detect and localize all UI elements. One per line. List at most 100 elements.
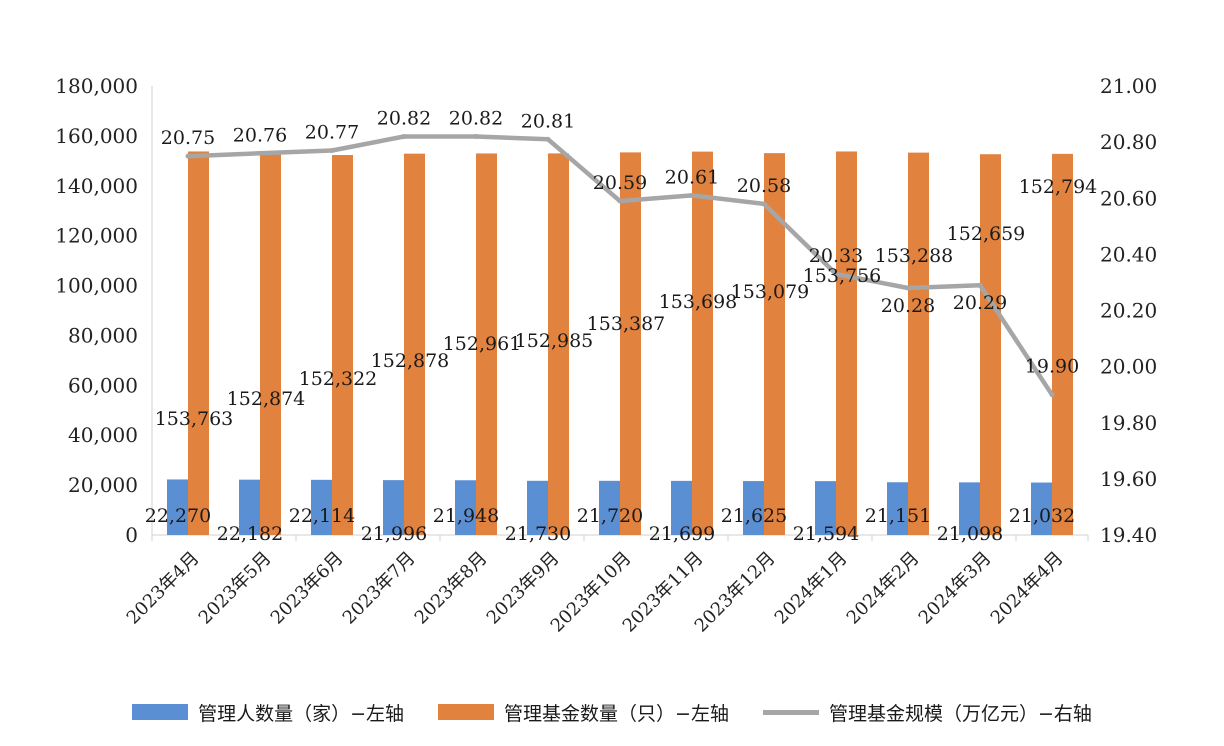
funds-value-label: 152,874 <box>227 388 306 410</box>
managers-value-label: 21,098 <box>937 523 1003 545</box>
legend-swatch-managers <box>132 704 189 720</box>
funds-value-label: 153,698 <box>659 291 738 313</box>
legend-label-managers: 管理人数量（家）−左轴 <box>198 702 405 725</box>
x-category-label: 2023年8月 <box>411 548 492 629</box>
scale-point <box>545 136 551 142</box>
funds-value-label: 152,878 <box>371 350 450 372</box>
scale-point <box>473 134 479 140</box>
y-left-tick-label: 40,000 <box>68 423 138 447</box>
x-category-label: 2024年2月 <box>843 548 924 629</box>
y-left-tick-label: 140,000 <box>55 174 138 198</box>
x-category-label: 2023年5月 <box>195 548 276 629</box>
scale-point <box>689 192 695 198</box>
scale-point <box>1049 392 1055 398</box>
y-left-tick-label: 120,000 <box>55 224 138 248</box>
scale-point <box>257 150 263 156</box>
scale-value-label: 20.76 <box>233 124 287 146</box>
y-left-tick-label: 20,000 <box>68 473 138 497</box>
scale-point <box>185 153 191 159</box>
managers-value-label: 21,699 <box>649 523 715 545</box>
scale-point <box>977 282 983 288</box>
scale-value-label: 19.90 <box>1025 356 1079 378</box>
bar-funds <box>620 152 641 535</box>
bar-funds <box>764 153 785 535</box>
y-left-tick-label: 100,000 <box>55 274 138 298</box>
legend-item-managers: 管理人数量（家）−左轴 <box>132 699 404 726</box>
legend-item-scale: 管理基金规模（万亿元）−右轴 <box>762 699 1092 726</box>
bar-managers <box>527 480 548 535</box>
bar-managers <box>887 482 908 535</box>
legend-item-funds: 管理基金数量（只）−左轴 <box>438 699 729 726</box>
scale-value-label: 20.29 <box>953 292 1007 314</box>
bar-funds <box>188 151 209 536</box>
bar-funds <box>1052 153 1073 535</box>
y-right-tick-label: 20.80 <box>1100 130 1157 154</box>
y-right-tick-label: 20.40 <box>1100 242 1157 266</box>
managers-value-label: 22,270 <box>145 505 211 527</box>
funds-value-label: 153,387 <box>587 313 666 335</box>
scale-value-label: 20.58 <box>737 175 791 197</box>
scale-point <box>905 285 911 291</box>
managers-value-label: 21,996 <box>361 523 427 545</box>
bar-managers <box>239 479 260 535</box>
bar-managers <box>455 480 476 535</box>
y-left-tick-label: 80,000 <box>68 323 138 347</box>
managers-value-label: 22,182 <box>217 523 283 545</box>
y-right-tick-label: 21.00 <box>1100 74 1157 98</box>
scale-value-label: 20.77 <box>305 122 359 144</box>
x-category-label: 2024年1月 <box>771 548 852 629</box>
y-left-tick-label: 160,000 <box>55 124 138 148</box>
x-category-label: 2023年7月 <box>339 548 420 629</box>
bar-funds <box>476 153 497 536</box>
scale-point <box>329 148 335 154</box>
funds-value-label: 152,794 <box>1019 176 1098 198</box>
funds-value-label: 152,322 <box>299 368 378 390</box>
bar-funds <box>332 155 353 535</box>
y-right-tick-label: 19.80 <box>1100 411 1157 435</box>
managers-value-label: 21,730 <box>505 523 571 545</box>
scale-point <box>401 134 407 140</box>
scale-value-label: 20.81 <box>521 110 575 132</box>
legend-label-funds: 管理基金数量（只）−左轴 <box>504 702 729 725</box>
funds-value-label: 153,756 <box>803 265 882 287</box>
y-right-tick-label: 20.00 <box>1100 355 1157 379</box>
y-left-tick-label: 0 <box>125 523 138 547</box>
bar-funds <box>404 153 425 535</box>
scale-point <box>617 198 623 204</box>
scale-value-label: 20.61 <box>665 166 719 188</box>
funds-value-label: 152,961 <box>443 333 522 355</box>
funds-value-label: 152,985 <box>515 330 594 352</box>
funds-value-label: 153,763 <box>155 408 234 430</box>
bar-funds <box>692 151 713 535</box>
bar-funds <box>908 152 929 536</box>
managers-value-label: 21,948 <box>433 505 499 527</box>
bar-managers <box>311 479 332 535</box>
bar-funds <box>260 153 281 535</box>
x-category-label: 2024年3月 <box>915 548 996 629</box>
bar-funds <box>980 154 1001 535</box>
bar-managers <box>743 481 764 535</box>
bar-managers <box>383 480 404 535</box>
scale-value-label: 20.33 <box>809 245 863 267</box>
y-right-tick-label: 20.60 <box>1100 186 1157 210</box>
y-left-tick-label: 180,000 <box>55 74 138 98</box>
y-right-tick-label: 19.40 <box>1100 523 1157 547</box>
y-right-tick-label: 19.60 <box>1100 467 1157 491</box>
legend-swatch-scale <box>762 709 819 715</box>
y-right-tick-label: 20.20 <box>1100 299 1157 323</box>
bar-funds <box>836 151 857 535</box>
managers-value-label: 21,720 <box>577 505 643 527</box>
bars <box>167 151 1073 536</box>
managers-value-label: 21,151 <box>865 505 931 527</box>
bar-managers <box>815 481 836 535</box>
funds-value-label: 152,659 <box>947 223 1026 245</box>
bar-managers <box>671 480 692 535</box>
x-category-label: 2023年6月 <box>267 548 348 629</box>
x-category-label: 2023年4月 <box>123 548 204 629</box>
scale-value-label: 20.75 <box>161 127 215 149</box>
scale-point <box>833 271 839 277</box>
data-labels: 22,270 22,182 22,114 21,996 21,948 21,730 21,7… <box>145 108 1098 545</box>
x-category-label: 2024年4月 <box>987 548 1068 629</box>
funds-value-label: 153,079 <box>731 281 810 303</box>
legend: 管理人数量（家）−左轴 管理基金数量（只）−左轴 管理基金规模（万亿元）−右轴 <box>0 695 1224 729</box>
